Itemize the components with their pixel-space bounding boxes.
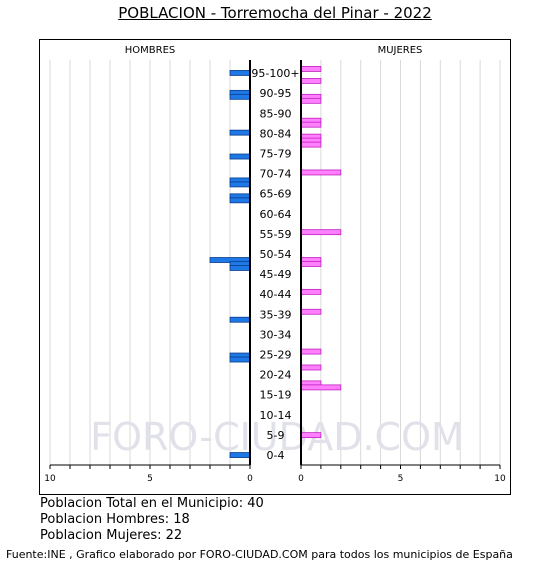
bar-mujeres-age-85 (300, 121, 322, 128)
bar-hombres-age-36 (229, 316, 251, 323)
bars-group (209, 66, 342, 458)
age-group-label: 35-39 (260, 308, 292, 321)
stat-hombres: Poblacion Hombres: 18 (40, 512, 190, 527)
bar-mujeres-age-43 (300, 288, 322, 295)
bar-hombres-age-83 (229, 129, 251, 136)
axes-group: 10 5 0 0 5 10 (44, 60, 506, 484)
age-group-label: 15-19 (260, 389, 292, 402)
bar-hombres-age-26 (229, 356, 251, 363)
bar-mujeres-age-73 (300, 169, 342, 176)
footer-source: Fuente:INE , Grafico elaborado por FORO-… (6, 548, 513, 561)
age-group-label: 5-9 (267, 429, 285, 442)
right-tick-label: 0 (298, 474, 304, 484)
bar-mujeres-age-96 (300, 78, 322, 84)
left-tick-label: 5 (147, 474, 153, 484)
bar-mujeres-age-19 (300, 384, 342, 391)
age-group-label: 40-44 (260, 288, 292, 301)
bar-hombres-age-92 (229, 93, 251, 100)
bar-hombres-age-49 (229, 265, 251, 271)
stat-total: Poblacion Total en el Municipio: 40 (40, 496, 264, 511)
age-group-label: 10-14 (260, 409, 292, 422)
chart-title: POBLACION - Torremocha del Pinar - 2022 (118, 4, 432, 22)
bar-mujeres-age-80 (300, 141, 322, 148)
age-group-label: 75-79 (260, 147, 292, 160)
age-labels-group: 95-100+ 90-95 85-90 80-84 75-79 70-74 65-69 60-… (251, 67, 299, 462)
left-tick-label: 0 (247, 474, 253, 484)
bar-mujeres-age-38 (300, 308, 322, 315)
age-group-label: 45-49 (260, 268, 292, 281)
right-label: MUJERES (378, 45, 423, 56)
chart-frame (39, 39, 511, 495)
age-group-label: 80-84 (260, 127, 292, 140)
age-group-label: 25-29 (260, 348, 292, 361)
watermark: FORO-CIUDAD.COM (90, 415, 464, 459)
bar-hombres-age-77 (229, 153, 251, 160)
age-group-label: 60-64 (260, 208, 292, 221)
bar-mujeres-age-50 (300, 261, 322, 267)
stat-mujeres: Poblacion Mujeres: 22 (40, 528, 183, 543)
age-group-label: 0-4 (267, 449, 285, 462)
right-tick-label: 10 (494, 474, 506, 484)
age-group-label: 65-69 (260, 188, 292, 201)
right-tick-label: 5 (398, 474, 404, 484)
bar-hombres-age-98 (229, 70, 251, 76)
age-group-label: 70-74 (260, 168, 292, 181)
bar-mujeres-age-24 (300, 364, 322, 371)
grid-lines (49, 60, 501, 465)
bar-mujeres-age-7 (300, 432, 322, 439)
age-group-label: 95-100+ (251, 67, 299, 80)
bar-mujeres-age-28 (300, 348, 322, 355)
left-tick-label: 10 (44, 474, 56, 484)
left-label: HOMBRES (125, 45, 176, 56)
age-group-label: 20-24 (260, 369, 292, 382)
age-group-label: 30-34 (260, 328, 292, 341)
bar-hombres-age-2 (229, 452, 251, 458)
age-group-label: 55-59 (260, 228, 292, 241)
age-group-label: 90-95 (260, 87, 292, 100)
bar-hombres-age-70 (229, 181, 251, 188)
bar-mujeres-age-99 (300, 66, 322, 72)
bar-hombres-age-66 (229, 197, 251, 204)
bar-mujeres-age-58 (300, 229, 342, 236)
bar-mujeres-age-91 (300, 97, 322, 104)
age-group-label: 85-90 (260, 107, 292, 120)
age-group-label: 50-54 (260, 248, 292, 261)
